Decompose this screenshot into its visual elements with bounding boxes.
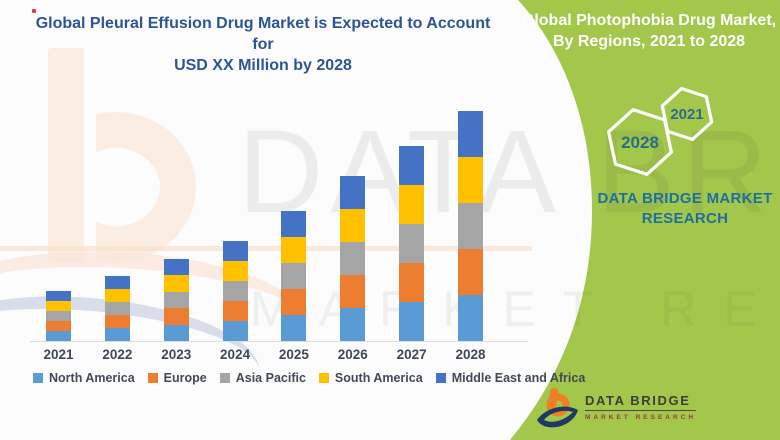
data-bridge-logo-icon [537,387,578,428]
red-dot-decoration [32,9,36,13]
bar-segment-north-america [163,324,189,341]
bar-2028 [458,111,484,341]
bar-segment-south-america [340,209,366,242]
bar-segment-north-america [46,331,71,341]
bar-segment-asia-pacific [104,302,130,315]
logo-subtitle: MARKET RESEARCH [585,414,697,421]
x-axis-label-2027: 2027 [396,347,427,362]
legend-label-middle-east-and-africa: Middle East and Africa [451,371,586,385]
legend-label-north-america: North America [49,371,135,385]
legend-label-south-america: South America [334,371,423,385]
chart-title: Global Pleural Effusion Drug Market is E… [30,13,496,76]
bar-segment-europe [281,289,307,315]
legend-label-asia-pacific: Asia Pacific [235,371,306,385]
legend-swatch-north-america [33,373,43,383]
bar-segment-south-america [222,261,248,281]
legend-item-south-america: South America [318,371,423,385]
right-panel-title-line2: By Regions, 2021 to 2028 [552,33,746,50]
bar-2026 [340,176,366,341]
bar-segment-north-america [458,295,484,341]
brand-text: DATA BRIDGE MARKET RESEARCH [590,189,780,229]
bar-segment-asia-pacific [281,263,307,289]
logo-wordmark: DATA BRIDGE [585,393,697,411]
legend-swatch-south-america [318,373,329,383]
bar-segment-south-america [163,275,189,292]
x-axis-label-2021: 2021 [43,347,74,362]
bar-segment-south-america [104,289,130,302]
bar-segment-europe [222,301,248,321]
bar-segment-middle-east-and-africa [281,211,307,237]
legend-swatch-europe [147,373,158,383]
data-bridge-logo-text: DATA BRIDGE MARKET RESEARCH [585,393,697,421]
bar-segment-south-america [281,237,307,263]
bar-segment-south-america [399,185,425,224]
chart-legend: North America Europe Asia Pacific South Ame… [33,371,585,385]
bar-segment-asia-pacific [222,281,248,301]
bar-2023 [163,258,189,341]
bar-segment-asia-pacific [458,203,484,249]
bar-segment-middle-east-and-africa [46,291,71,301]
hexagon-2021-label: 2021 [670,106,704,123]
x-axis-label-2026: 2026 [337,347,368,362]
brand-text-line1: DATA BRIDGE MARKET [597,190,773,207]
legend-swatch-asia-pacific [219,373,230,383]
legend-swatch-middle-east-and-africa [435,373,446,383]
bar-2022 [104,276,130,341]
legend-item-asia-pacific: Asia Pacific [219,371,306,385]
legend-item-europe: Europe [147,371,207,385]
bar-segment-asia-pacific [46,311,71,321]
bar-segment-europe [340,275,366,308]
chart-title-line2: USD XX Million by 2028 [174,57,352,74]
bar-segment-asia-pacific [399,224,425,263]
bar-segment-south-america [46,301,71,311]
bar-segment-north-america [399,302,425,341]
bar-segment-north-america [281,315,307,341]
bar-segment-north-america [104,328,130,341]
x-axis-label-2022: 2022 [102,347,133,362]
bar-segment-middle-east-and-africa [163,258,189,275]
x-axis-label-2028: 2028 [455,347,486,362]
watermark-text-line2: MARKET RESEARCH [250,281,780,337]
x-axis-label-2023: 2023 [161,347,192,362]
bar-segment-middle-east-and-africa [222,241,248,261]
right-panel-title: Global Photophobia Drug Market, By Regio… [520,10,778,52]
bar-segment-asia-pacific [163,291,189,308]
bar-segment-middle-east-and-africa [399,146,425,185]
bar-segment-europe [163,308,189,325]
bar-segment-europe [46,321,71,331]
x-axis-label-2025: 2025 [278,347,309,362]
x-axis-line [30,341,528,342]
right-panel-title-line1: Global Photophobia Drug Market, [521,12,777,29]
hexagon-2028-label: 2028 [621,133,659,152]
watermark-text-line1: DATA BRIDGE [238,106,780,238]
bar-segment-europe [104,315,130,328]
bar-segment-asia-pacific [340,242,366,275]
data-bridge-logo: DATA BRIDGE MARKET RESEARCH [536,386,697,430]
legend-label-europe: Europe [163,371,207,385]
x-axis-label-2024: 2024 [220,347,251,362]
bar-2021 [46,291,71,341]
hexagon-2021-outline [660,86,714,142]
hexagons-graphic [607,86,714,176]
bar-segment-north-america [340,308,366,341]
brand-text-line2: RESEARCH [641,210,729,227]
bar-2025 [281,211,307,341]
legend-item-middle-east-and-africa: Middle East and Africa [435,371,586,385]
legend-item-north-america: North America [33,371,135,385]
bar-segment-middle-east-and-africa [340,176,366,209]
bar-segment-north-america [222,321,248,341]
bar-segment-europe [458,249,484,295]
bar-segment-middle-east-and-africa [104,276,130,289]
bar-segment-europe [399,263,425,302]
bar-2024 [222,241,248,341]
chart-title-line1: Global Pleural Effusion Drug Market is E… [35,15,491,53]
bar-segment-south-america [458,157,484,203]
bar-2027 [399,146,425,341]
bar-segment-middle-east-and-africa [458,111,484,157]
